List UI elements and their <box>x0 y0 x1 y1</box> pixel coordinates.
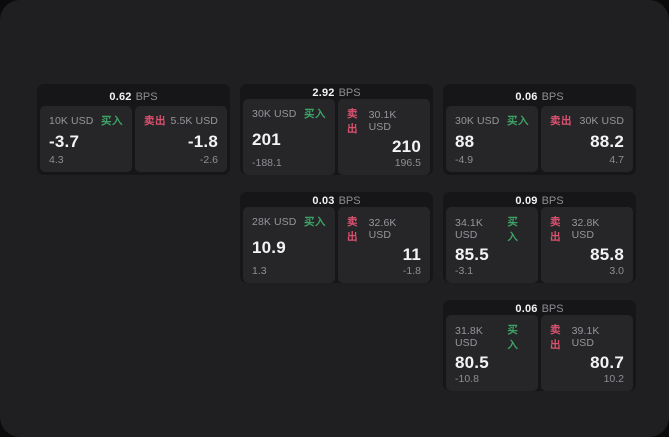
card-bps-value: 0.09 <box>515 195 538 207</box>
buy-badge: 买入 <box>304 216 326 228</box>
price-value: 80.7 <box>590 353 624 372</box>
notional-label: 34.1K USD <box>455 217 483 241</box>
quote-card: 0.09 BPS 34.1K USD 买入 85.5 -3.1 卖出 32.8K… <box>443 192 636 283</box>
delta-value: -1.8 <box>402 265 421 277</box>
sell-badge: 卖出 <box>347 216 358 243</box>
notional-label: 28K USD <box>252 215 297 228</box>
delta-value: 10.2 <box>603 373 624 385</box>
sell-tile[interactable]: 卖出 32.6K USD 11 -1.8 <box>338 207 430 283</box>
bps-unit-label: BPS <box>135 90 158 103</box>
card-header: 0.06 BPS <box>446 303 633 315</box>
sell-tile[interactable]: 卖出 5.5K USD -1.8 -2.6 <box>135 106 227 172</box>
card-bps-value: 0.06 <box>515 90 538 103</box>
bps-unit-label: BPS <box>338 195 361 207</box>
price-value: 201 <box>252 129 281 149</box>
bps-unit-label: BPS <box>338 87 361 99</box>
card-bps-value: 0.06 <box>515 303 538 315</box>
notional-label: 32.8K USD <box>571 217 600 241</box>
price-value: 85.8 <box>590 245 624 264</box>
sell-tile[interactable]: 卖出 30.1K USD 210 196.5 <box>338 99 430 175</box>
quote-card: 0.03 BPS 28K USD 买入 10.9 1.3 卖出 32.6K US… <box>240 192 433 283</box>
buy-badge: 买入 <box>304 108 326 120</box>
notional-label: 30K USD <box>252 107 297 120</box>
quote-card: 0.62 BPS 10K USD 买入 -3.7 4.3 卖出 5.5K USD… <box>37 84 230 175</box>
buy-tile[interactable]: 31.8K USD 买入 80.5 -10.8 <box>446 315 538 391</box>
card-header: 0.03 BPS <box>243 195 430 207</box>
sell-badge: 卖出 <box>550 115 572 127</box>
price-value: 88 <box>455 131 475 151</box>
notional-label: 30.1K USD <box>368 109 397 133</box>
card-header: 0.06 BPS <box>446 87 633 106</box>
delta-value: -3.1 <box>455 265 474 277</box>
quote-card: 0.06 BPS 31.8K USD 买入 80.5 -10.8 卖出 39.1… <box>443 300 636 391</box>
price-value: -1.8 <box>187 131 218 151</box>
buy-tile[interactable]: 28K USD 买入 10.9 1.3 <box>243 207 335 283</box>
price-value: -3.7 <box>49 131 80 151</box>
sell-tile[interactable]: 卖出 32.8K USD 85.8 3.0 <box>541 207 633 283</box>
buy-badge: 买入 <box>507 115 529 127</box>
delta-value: -4.9 <box>455 154 474 166</box>
card-header: 0.09 BPS <box>446 195 633 207</box>
quote-card: 0.06 BPS 30K USD 买入 88 -4.9 卖出 30K USD 8… <box>443 84 636 175</box>
notional-label: 10K USD <box>49 114 94 127</box>
price-value: 80.5 <box>455 353 489 372</box>
delta-value: 3.0 <box>609 265 624 277</box>
sell-badge: 卖出 <box>144 115 166 127</box>
bps-unit-label: BPS <box>541 303 564 315</box>
buy-tile[interactable]: 10K USD 买入 -3.7 4.3 <box>40 106 132 172</box>
card-bps-value: 0.62 <box>109 90 132 103</box>
price-value: 88.2 <box>590 131 624 151</box>
card-header: 2.92 BPS <box>243 87 430 99</box>
notional-label: 5.5K USD <box>170 114 218 127</box>
notional-label: 39.1K USD <box>571 325 600 349</box>
notional-label: 30K USD <box>579 114 624 127</box>
card-bps-value: 0.03 <box>312 195 335 207</box>
card-bps-value: 2.92 <box>312 87 335 99</box>
notional-label: 30K USD <box>455 114 500 127</box>
delta-value: 4.3 <box>49 154 64 166</box>
notional-label: 31.8K USD <box>455 325 483 349</box>
bps-unit-label: BPS <box>541 90 564 103</box>
sell-badge: 卖出 <box>550 324 561 351</box>
sell-tile[interactable]: 卖出 39.1K USD 80.7 10.2 <box>541 315 633 391</box>
buy-badge: 买入 <box>101 115 123 127</box>
buy-tile[interactable]: 30K USD 买入 201 -188.1 <box>243 99 335 175</box>
quote-card: 2.92 BPS 30K USD 买入 201 -188.1 卖出 30.1K … <box>240 84 433 175</box>
buy-badge: 买入 <box>507 324 519 351</box>
buy-tile[interactable]: 34.1K USD 买入 85.5 -3.1 <box>446 207 538 283</box>
delta-value: 4.7 <box>609 154 624 166</box>
delta-value: -10.8 <box>455 373 479 385</box>
sell-tile[interactable]: 卖出 30K USD 88.2 4.7 <box>541 106 633 172</box>
notional-label: 32.6K USD <box>368 217 397 241</box>
price-value: 210 <box>392 137 421 156</box>
delta-value: 1.3 <box>252 265 267 277</box>
sell-badge: 卖出 <box>347 108 358 135</box>
sell-badge: 卖出 <box>550 216 561 243</box>
delta-value: -2.6 <box>199 154 218 166</box>
price-value: 85.5 <box>455 245 489 264</box>
buy-badge: 买入 <box>507 216 519 243</box>
bps-unit-label: BPS <box>541 195 564 207</box>
delta-value: 196.5 <box>394 157 421 169</box>
price-value: 11 <box>402 245 421 264</box>
buy-tile[interactable]: 30K USD 买入 88 -4.9 <box>446 106 538 172</box>
delta-value: -188.1 <box>252 157 282 169</box>
card-header: 0.62 BPS <box>40 87 227 106</box>
price-value: 10.9 <box>252 237 286 257</box>
